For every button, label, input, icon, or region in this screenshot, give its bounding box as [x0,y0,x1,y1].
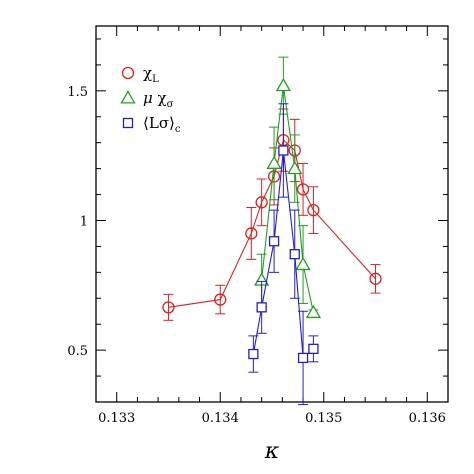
x-axis-label: κ [264,439,280,464]
data-series [162,56,382,406]
data-point-triangle [275,77,292,92]
y-tick-label: 1.5 [67,85,88,100]
data-point-triangle [295,256,311,271]
legend-entry-2: ⟨Lσ⟩c [122,114,181,135]
series-1 [254,56,322,319]
legend-entry-1: μ χσ [120,89,174,110]
data-point-square [268,236,280,247]
legend: χL μ χσ ⟨Lσ⟩c [120,64,181,135]
x-tick-label: 0.135 [305,411,342,426]
error-bar [163,293,174,321]
data-point-triangle [305,304,322,319]
series-line [168,139,376,308]
data-point-circle [296,183,310,196]
error-bar [370,264,381,294]
plot-border [95,25,449,403]
data-point-triangle [120,90,136,104]
series-0 [162,108,382,321]
data-point-square [248,348,259,360]
data-point-square [122,117,134,129]
legend-label: χL [143,64,159,85]
error-bar [215,284,226,315]
data-point-triangle [287,160,303,175]
data-point-circle [245,227,258,240]
series-line [261,85,314,313]
data-point-square [256,302,267,313]
data-point-circle [255,196,268,209]
error-bar [298,162,309,216]
data-point-square [308,343,319,354]
data-point-circle [214,293,227,306]
legend-label: μ χσ [143,89,174,110]
data-point-circle [121,66,135,80]
plot-frame [95,25,449,403]
error-bar [246,207,257,260]
error-bar [308,186,319,234]
data-point-square [289,249,300,260]
axis-ticks: 0.133 0.134 0.135 0.136 0.5 1 1.5 [67,26,448,426]
error-bar [256,178,267,227]
data-point-circle [307,203,320,217]
series-2 [248,103,319,406]
data-point-triangle [266,155,282,169]
data-point-square [297,352,309,364]
data-point-circle [369,272,382,285]
data-point-square [278,145,289,156]
y-tick-label: 1 [80,214,88,229]
y-tick-label: 0.5 [67,344,88,359]
legend-entry-0: χL [121,64,159,85]
x-tick-label: 0.133 [98,411,135,426]
data-point-circle [162,301,175,314]
legend-label: ⟨Lσ⟩c [143,114,181,135]
x-tick-label: 0.134 [202,411,239,426]
x-tick-label: 0.136 [409,411,446,426]
